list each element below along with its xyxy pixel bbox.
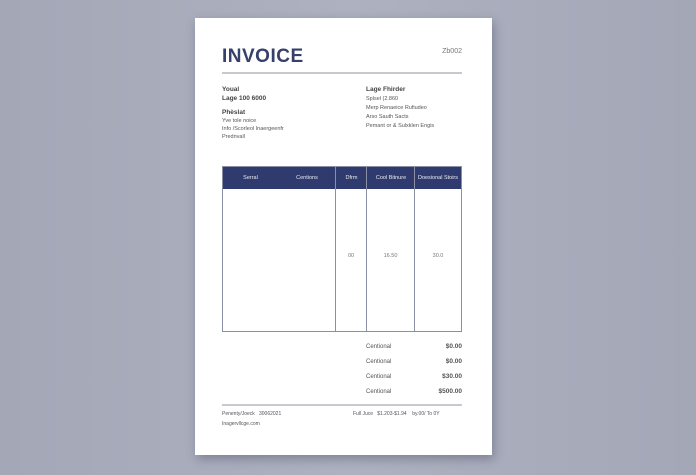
from-address: Youal Lage 100 6000 Phèslat Yve tole noi… [222,86,342,140]
total-label: Centional [366,343,392,350]
total-row: Centional $0.00 [366,354,462,369]
footer-divider [222,404,462,406]
to-line: Splsel (2.860 [366,96,399,102]
footer-text: Full Juce [353,411,374,417]
col-header: Serral [243,174,258,181]
total-value: $0.00 [445,343,462,350]
table-cell: 30.0 [432,253,444,259]
column-divider [414,167,415,331]
column-divider [366,167,367,331]
items-table: Serral Centions Dfrm Cool Bitnure Doesio… [222,166,462,332]
from-section: Phèslat [222,109,246,116]
total-label: Centional [366,358,392,365]
total-value: $30.00 [442,373,462,380]
total-label: Centional [366,373,392,380]
totals: Centional $0.00 Centional $0.00 Centional $… [366,339,462,399]
total-value: $500.00 [438,388,463,395]
to-line: Merp Renaeice Rufiudeo [366,105,427,111]
total-row: Centional $0.00 [366,339,462,354]
footer-right: Full Juce $1.203-$1.94 by.00/ To 0Y [353,411,440,417]
footer-left: Penenty/Joeck 30062021 [222,411,281,417]
from-line: Lage 100 6000 [222,95,267,102]
footer-value: $1.203-$1.94 [377,411,407,417]
from-name: Youal [222,86,240,93]
from-line: Info /Scorleol Inaergeenfr [222,126,284,132]
total-row: Centional $500.00 [366,384,462,399]
to-address: Lage Fhirder Splsel (2.860 Merp Renaeice… [366,86,476,129]
table-cell: 00 [347,253,355,259]
total-value: $0.00 [445,358,462,365]
col-header: Centions [296,174,318,181]
footer-date: 30062021 [258,411,282,417]
to-line: Pemant or & Sulxklen Engis [366,123,435,129]
total-label: Centional [366,388,392,395]
footer-text: by.00/ To 0Y [412,411,440,417]
invoice-page: INVOICE Zb002 Youal Lage 100 6000 Phèsla… [195,18,492,455]
divider [222,72,462,74]
col-header: Doesional Stoirs [417,174,459,181]
to-line: Arso Sauth Sacts [366,114,409,120]
from-line: Prednvall [222,134,245,140]
col-header: Dfrm [345,174,358,181]
footer-text: Penenty/Joeck [222,411,255,417]
table-header: Serral Centions Dfrm Cool Bitnure Doesio… [223,167,461,189]
from-line: Yve tole noice [222,118,257,124]
to-name: Lage Fhirder [366,86,406,93]
total-row: Centional $30.00 [366,369,462,384]
table-cell: 16.50 [383,253,398,259]
invoice-number: Zb002 [442,48,462,55]
invoice-title: INVOICE [222,46,304,67]
column-divider [335,167,336,331]
col-header: Cool Bitnure [375,174,407,181]
footer-website: Inagervllcge.com [222,421,260,427]
